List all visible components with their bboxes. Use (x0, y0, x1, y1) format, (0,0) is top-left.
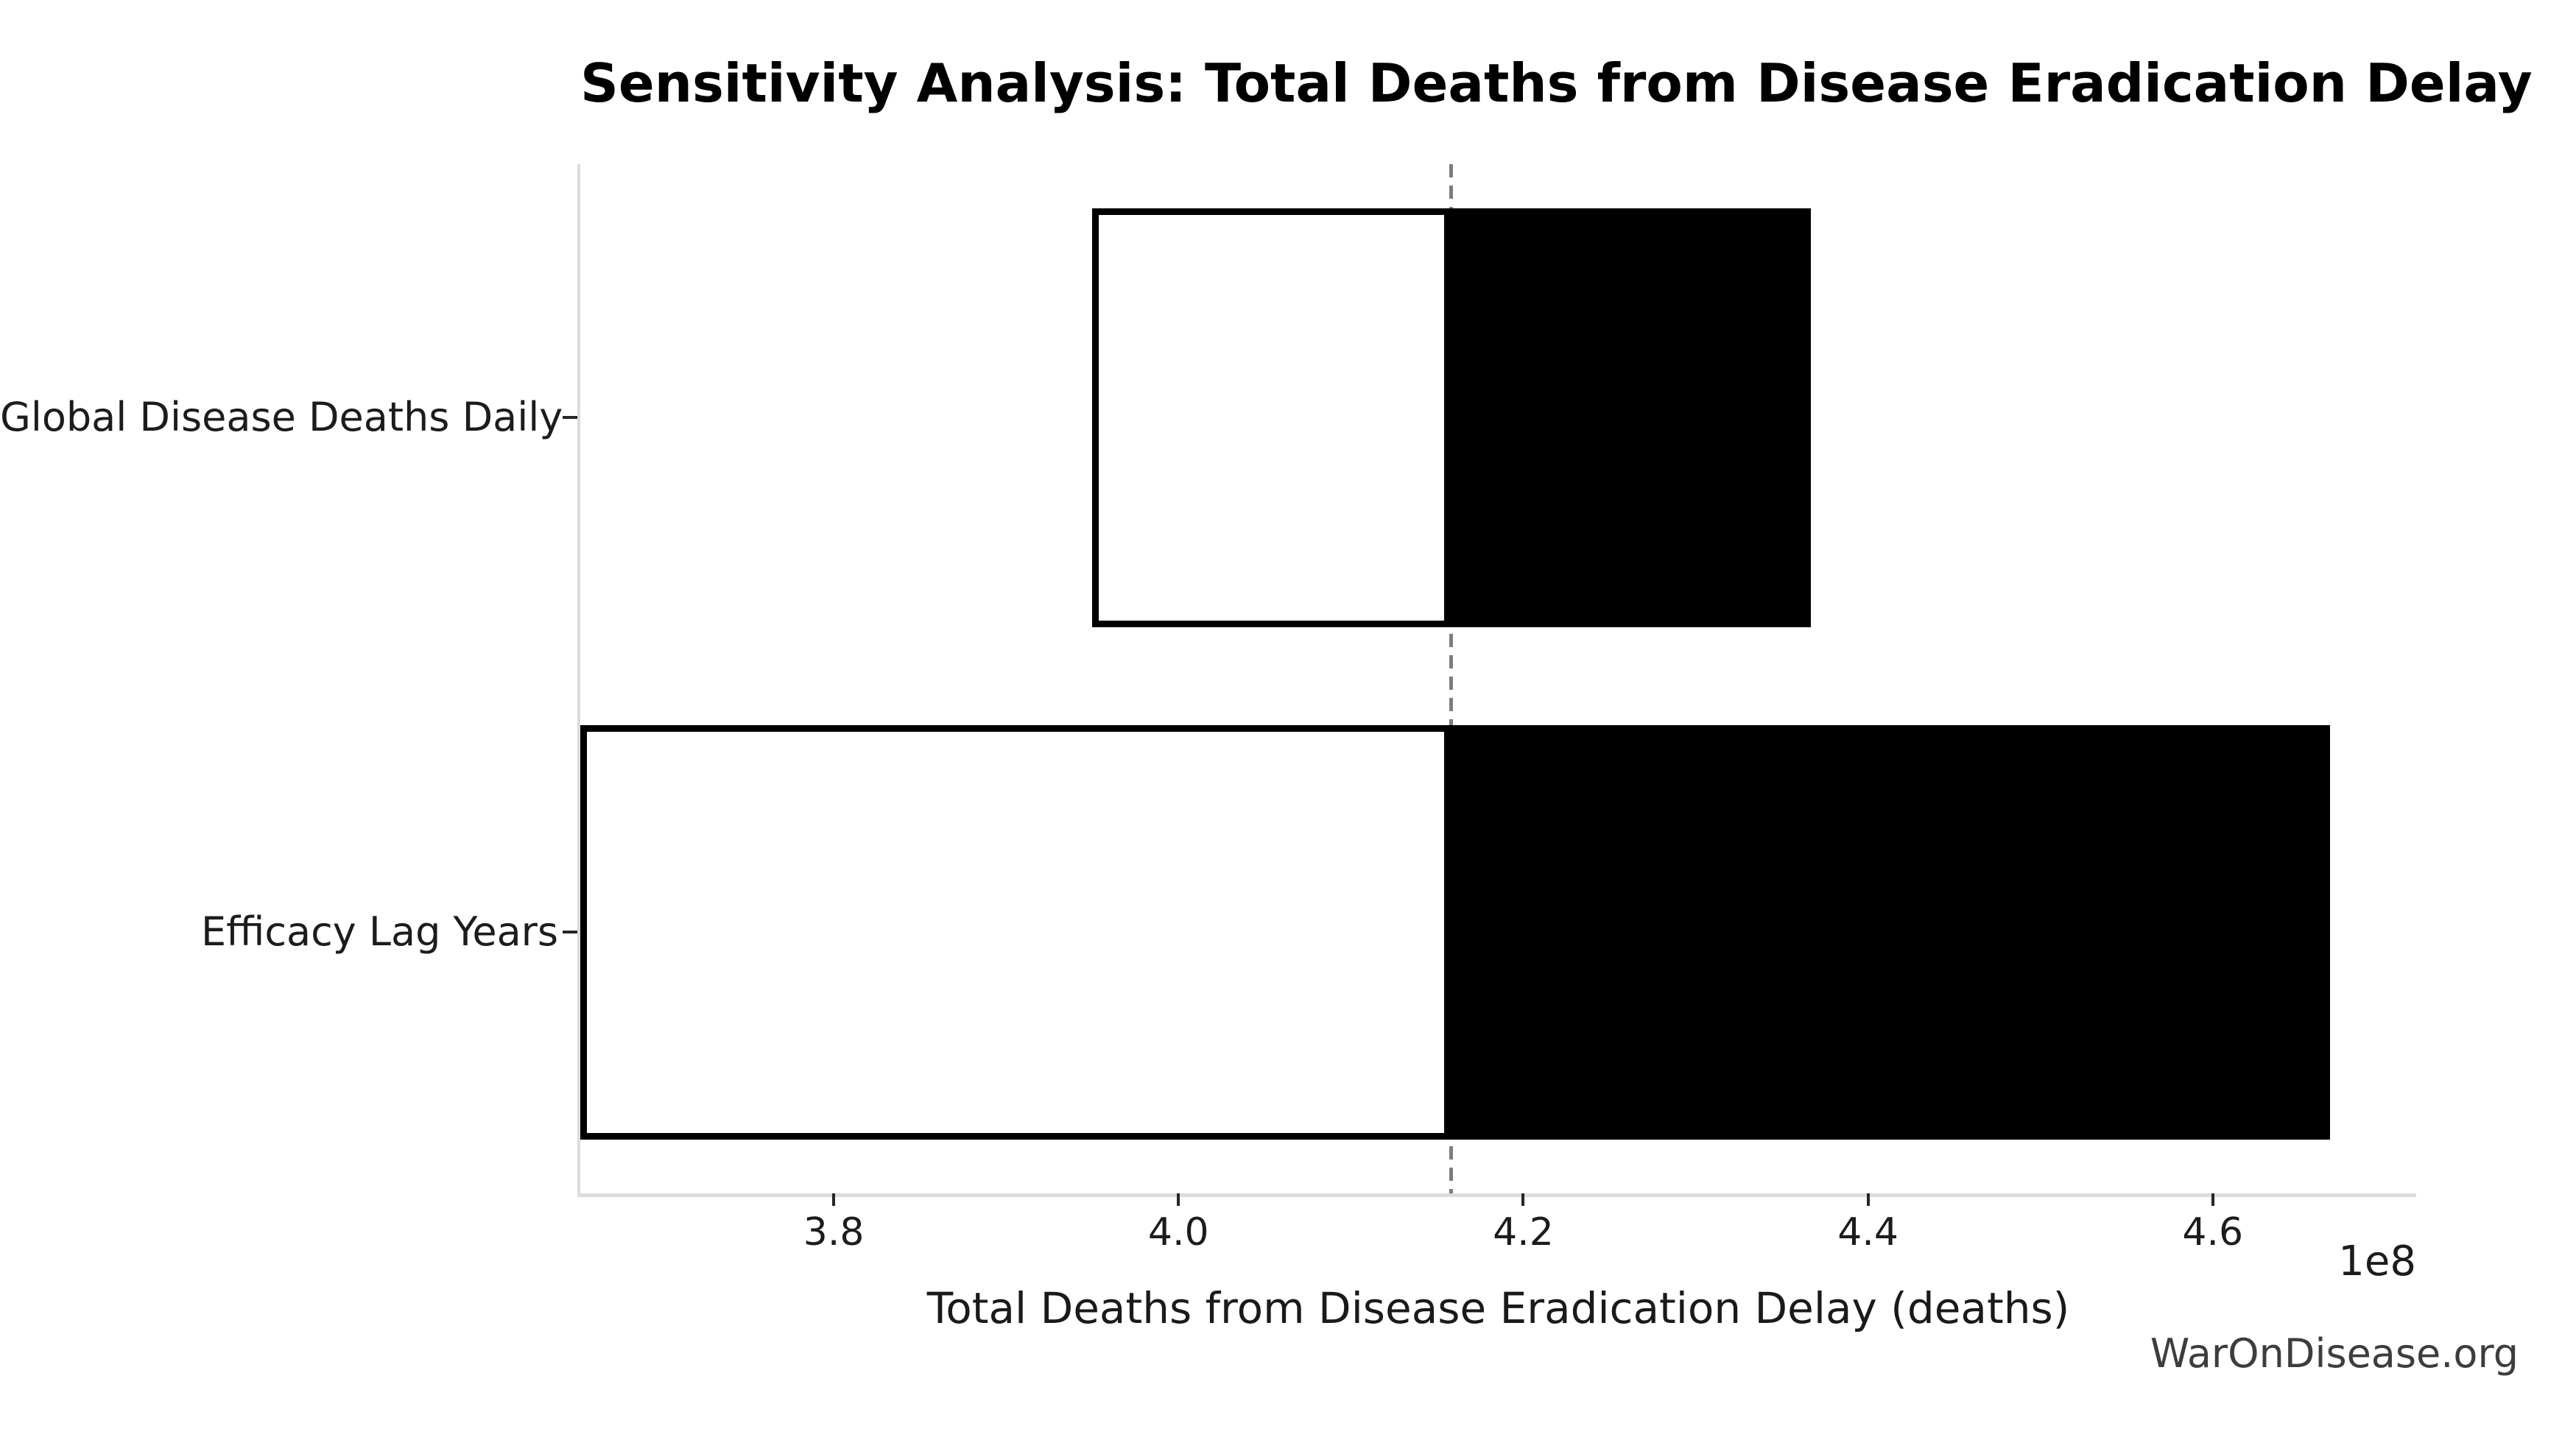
bar-high-segment (1451, 208, 1812, 627)
x-axis-title: Total Deaths from Disease Eradication De… (926, 1283, 2070, 1333)
x-tick-label: 4.2 (1493, 1210, 1554, 1254)
chart-title: Sensitivity Analysis: Total Deaths from … (580, 52, 2533, 114)
y-category-label-efficacy-lag-years: Efficacy Lag Years (201, 908, 558, 955)
bar-row-global-disease-deaths-daily (580, 208, 2416, 627)
bar-low-segment (1092, 208, 1451, 627)
x-tick (2211, 1193, 2214, 1206)
x-tick (832, 1193, 836, 1206)
x-axis-offset-label: 1e8 (2338, 1238, 2416, 1285)
bar-row-efficacy-lag-years (580, 724, 2416, 1140)
bar-low-segment (580, 724, 1451, 1140)
y-category-label-global-disease-deaths-daily: Global Disease Deaths Daily (0, 394, 563, 440)
x-tick-label: 4.0 (1147, 1210, 1209, 1254)
bar-high-segment (1451, 724, 2330, 1140)
y-tick (563, 416, 577, 420)
watermark: WarOnDisease.org (2150, 1330, 2519, 1377)
x-tick (1521, 1193, 1525, 1206)
plot-area: 3.8 4.0 4.2 4.4 4.6 (563, 164, 2416, 1252)
baseline-dashed-line (1449, 164, 1454, 1193)
x-tick (1177, 1193, 1180, 1206)
left-spine (577, 164, 580, 1193)
x-tick-label: 4.6 (2182, 1210, 2244, 1254)
x-tick-label: 3.8 (803, 1210, 865, 1254)
bottom-spine (577, 1193, 2416, 1197)
x-tick-label: 4.4 (1837, 1210, 1898, 1254)
y-tick (563, 931, 577, 934)
x-tick (1866, 1193, 1870, 1206)
